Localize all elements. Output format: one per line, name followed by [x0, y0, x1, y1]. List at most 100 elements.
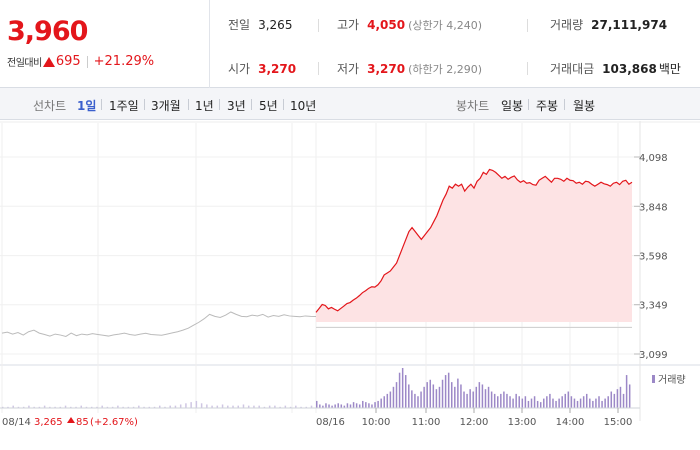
volume-bar	[2, 406, 4, 408]
tab-monthly-candle[interactable]: 월봉	[573, 99, 596, 113]
volume-bar	[619, 386, 622, 408]
volume-bar	[328, 404, 330, 408]
volume-bar	[12, 405, 14, 408]
volume-bar	[487, 386, 490, 408]
volume-bar	[295, 405, 297, 408]
volume-bar	[457, 378, 459, 408]
divider	[527, 19, 528, 32]
volume-bar	[64, 405, 67, 408]
prev-day-change: 85	[76, 417, 89, 428]
volume-bar	[377, 400, 379, 408]
stat-label: 전일	[228, 18, 251, 32]
change-label: 전일대비	[7, 58, 42, 69]
volume-bar	[567, 391, 570, 408]
volume-bar	[454, 386, 456, 408]
volume-bar	[365, 402, 367, 408]
tab-1day[interactable]: 1일	[77, 99, 97, 113]
volume-bar	[383, 396, 385, 408]
volume-bar	[371, 404, 373, 408]
price-box: 3,960 전일대비 695 +21.29%	[0, 0, 210, 88]
volume-bar	[33, 406, 35, 408]
volume-bar	[625, 375, 628, 408]
quote-stats: 전일 3,265 고가 4,050 (상한가 4,240) 거래량 27,111…	[211, 0, 700, 88]
volume-bar	[7, 406, 9, 408]
volume-bar	[512, 398, 514, 408]
volume-bar	[616, 389, 619, 408]
volume-bar	[579, 398, 582, 408]
volume-bar	[237, 405, 239, 408]
volume-bar	[423, 386, 425, 408]
prev-day-pct: (+2.67%)	[90, 417, 138, 428]
tab-10year[interactable]: 10년	[290, 99, 317, 113]
volume-bar	[417, 396, 419, 408]
volume-bar	[284, 405, 287, 408]
volume-bar	[75, 406, 77, 408]
price-tick-label: 4,098	[639, 153, 668, 164]
volume-bar	[536, 400, 539, 408]
tab-3year[interactable]: 3년	[227, 99, 246, 113]
volume-bar	[438, 386, 441, 408]
volume-bar	[484, 389, 487, 408]
volume-bar	[59, 406, 62, 408]
divider	[564, 99, 565, 110]
volume-bar	[386, 393, 389, 408]
volume-bar	[200, 403, 203, 408]
stat-value: 3,265	[258, 17, 293, 32]
line-chart-title: 선차트	[33, 99, 67, 113]
volume-bar	[401, 368, 404, 408]
volume-bar	[310, 405, 313, 408]
volume-bar	[561, 396, 563, 408]
tab-weekly-candle[interactable]: 주봉	[536, 99, 559, 113]
prev-day-price-line	[1, 311, 317, 337]
volume-bar	[322, 405, 324, 408]
divider	[318, 19, 319, 32]
volume-bar	[289, 406, 292, 408]
tab-3month[interactable]: 3개월	[151, 99, 181, 113]
volume-bar	[475, 386, 478, 408]
volume-bar	[319, 404, 321, 408]
volume-bar	[441, 379, 444, 408]
price-chart[interactable]: 4,098 3,848 3,598 3,349 3,099 10:00 11:00 12:0…	[0, 121, 700, 450]
volume-bar	[106, 406, 109, 408]
volume-bar	[546, 396, 548, 408]
volume-bar	[143, 406, 145, 408]
volume-bar	[601, 400, 603, 408]
prev-day-label: 08/14	[2, 417, 31, 428]
tab-daily-candle[interactable]: 일봉	[501, 99, 524, 113]
volume-bar	[404, 375, 407, 408]
volume-bar	[43, 405, 46, 408]
volume-bar	[337, 403, 339, 408]
volume-bar	[460, 384, 462, 408]
tab-1week[interactable]: 1주일	[109, 99, 139, 113]
volume-bar	[28, 405, 30, 408]
volume-bar	[96, 406, 98, 408]
volume-bar	[604, 398, 606, 408]
tab-1year[interactable]: 1년	[195, 99, 214, 113]
volume-bar	[628, 384, 631, 408]
volume-bar	[469, 389, 471, 408]
volume-bar	[54, 406, 56, 408]
volume-bar	[564, 393, 567, 408]
volume-bar	[610, 391, 613, 408]
price-tick-label: 3,099	[639, 350, 668, 361]
volume-bar	[138, 405, 140, 408]
volume-bar	[515, 393, 517, 408]
time-tick-label: 15:00	[604, 417, 633, 428]
volume-bar	[179, 404, 182, 408]
change-row: 전일대비 695 +21.29%	[7, 54, 154, 69]
volume-bar	[206, 404, 208, 408]
volume-bar	[408, 384, 410, 408]
volume-bar	[122, 406, 124, 408]
volume-bar	[481, 384, 484, 408]
stat-high: 고가 4,050 (상한가 4,240)	[337, 16, 482, 33]
tab-5year[interactable]: 5년	[259, 99, 278, 113]
volume-bar	[190, 402, 192, 408]
volume-bar	[607, 396, 609, 408]
volume-bar	[17, 406, 20, 408]
lower-limit: (하한가 2,290)	[408, 62, 482, 76]
volume-bar	[435, 389, 438, 408]
volume-bar	[174, 405, 177, 408]
divider	[251, 99, 252, 110]
volume-bar	[589, 398, 591, 408]
volume-bar	[153, 406, 156, 408]
